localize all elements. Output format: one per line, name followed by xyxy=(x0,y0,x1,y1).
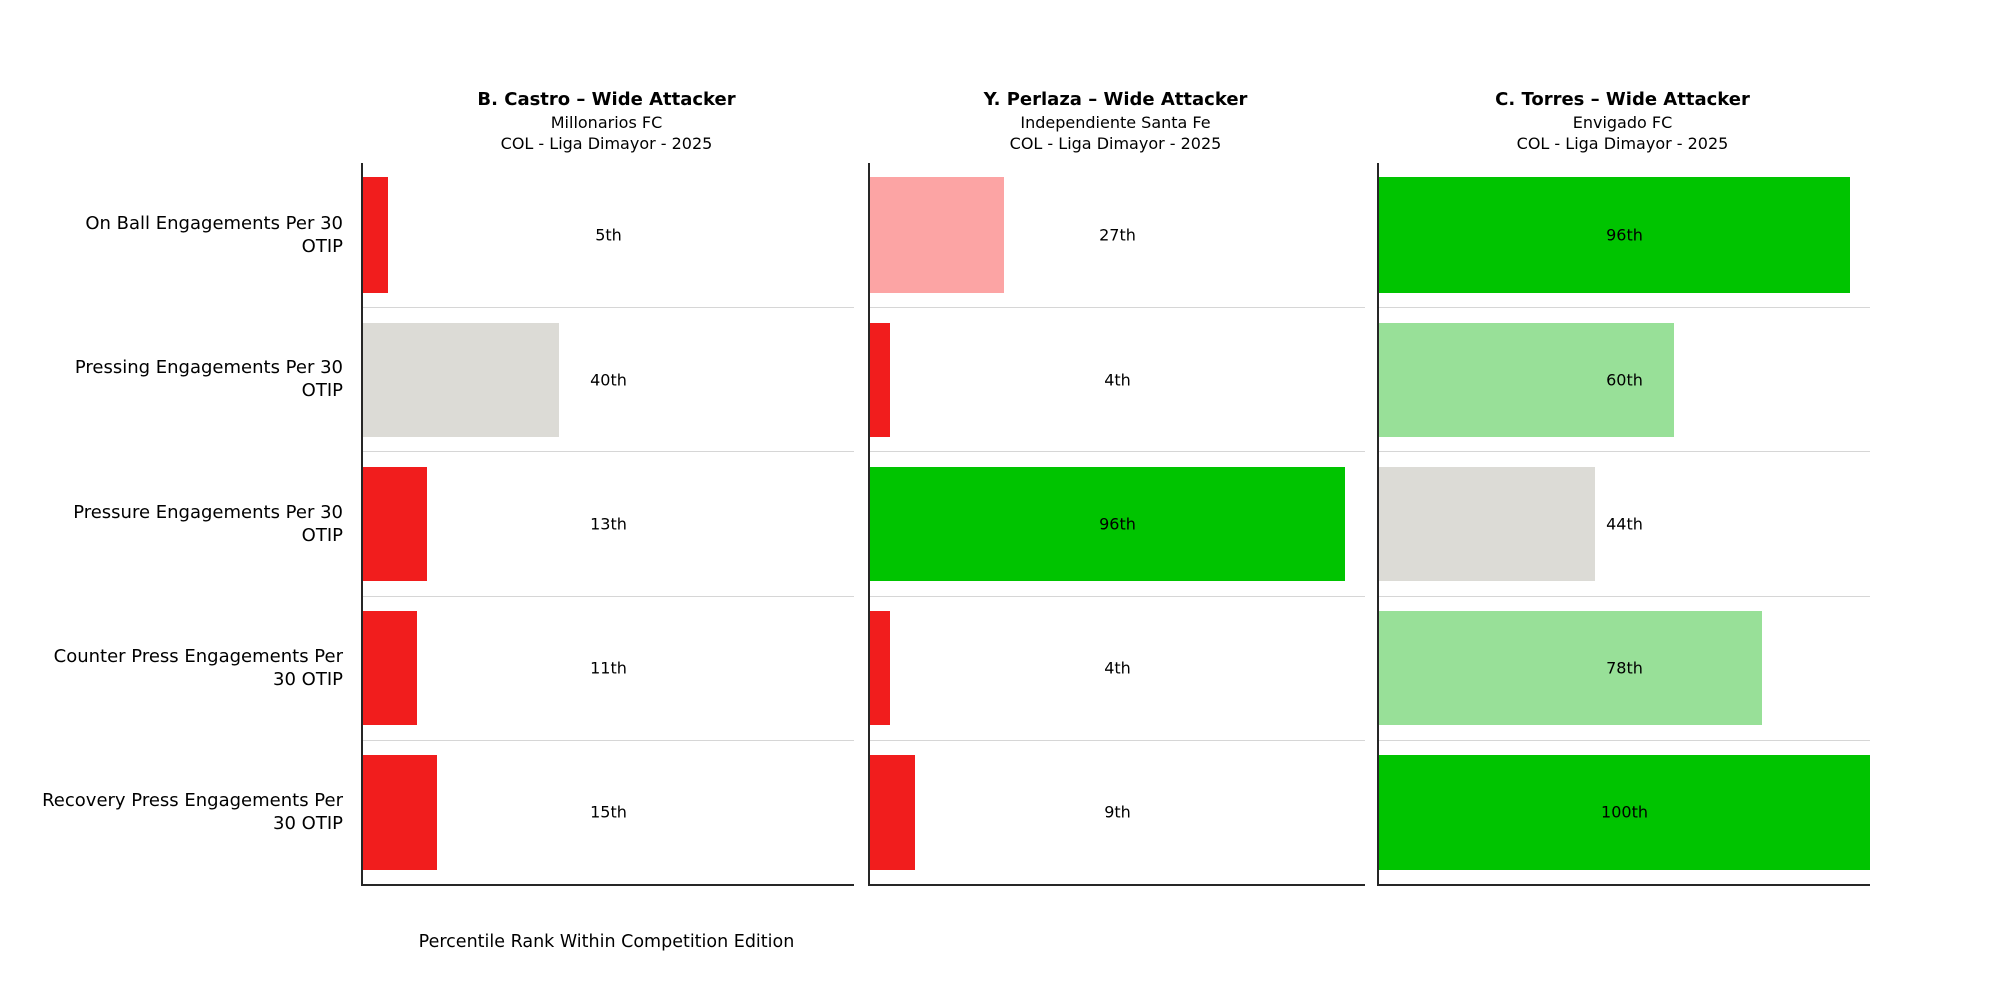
percentile-bar xyxy=(870,755,915,870)
percentile-value-label: 40th xyxy=(590,370,627,390)
bar-row: 11th xyxy=(363,595,854,740)
percentile-bar xyxy=(1379,466,1596,582)
bar-row: 4th xyxy=(870,307,1365,451)
bar-row: 13th xyxy=(363,451,854,595)
percentile-bar xyxy=(363,466,427,582)
percentile-bar xyxy=(870,322,890,438)
player-name-title: C. Torres – Wide Attacker xyxy=(1495,89,1750,110)
percentile-value-label: 5th xyxy=(595,225,622,245)
competition-subtitle: COL - Liga Dimayor - 2025 xyxy=(500,134,713,153)
percentile-value-label: 4th xyxy=(1104,370,1131,390)
percentile-bar xyxy=(363,755,437,870)
panel-title-block: C. Torres – Wide Attacker Envigado FC CO… xyxy=(1377,88,1868,154)
percentile-bar xyxy=(1379,610,1762,726)
player-name-title: B. Castro – Wide Attacker xyxy=(477,89,736,110)
percentile-value-label: 44th xyxy=(1606,514,1643,534)
percentile-bar xyxy=(1379,177,1851,293)
percentile-value-label: 9th xyxy=(1104,802,1131,822)
panel-title-block: Y. Perlaza – Wide Attacker Independiente… xyxy=(868,88,1363,154)
panel-castro: 5th 40th 13th 11th 15th xyxy=(361,163,854,886)
metric-labels-column: On Ball Engagements Per 30 OTIP Pressing… xyxy=(0,163,352,884)
percentile-bar xyxy=(363,177,388,293)
bar-row: 4th xyxy=(870,595,1365,740)
bar-row: 96th xyxy=(1379,163,1870,307)
bar-row: 78th xyxy=(1379,595,1870,740)
bar-row: 44th xyxy=(1379,451,1870,595)
percentile-value-label: 27th xyxy=(1099,225,1136,245)
percentile-value-label: 4th xyxy=(1104,658,1131,678)
percentile-value-label: 100th xyxy=(1601,802,1648,822)
metric-label: Pressure Engagements Per 30 OTIP xyxy=(73,501,343,546)
percentile-bar xyxy=(363,322,560,438)
bar-row: 9th xyxy=(870,739,1365,884)
bar-row: 40th xyxy=(363,307,854,451)
percentile-value-label: 78th xyxy=(1606,658,1643,678)
competition-subtitle: COL - Liga Dimayor - 2025 xyxy=(1009,134,1222,153)
panel-title-block: B. Castro – Wide Attacker Millonarios FC… xyxy=(361,88,852,154)
percentile-bar xyxy=(870,177,1004,293)
percentile-value-label: 15th xyxy=(590,802,627,822)
percentile-value-label: 13th xyxy=(590,514,627,534)
team-subtitle: Independiente Santa Fe xyxy=(1020,113,1211,132)
team-subtitle: Millonarios FC xyxy=(550,113,663,132)
metric-label: Recovery Press Engagements Per 30 OTIP xyxy=(42,789,343,834)
bar-row: 60th xyxy=(1379,307,1870,451)
bar-row: 15th xyxy=(363,739,854,884)
percentile-bar xyxy=(870,466,1346,582)
percentile-value-label: 60th xyxy=(1606,370,1643,390)
percentile-value-label: 11th xyxy=(590,658,627,678)
player-name-title: Y. Perlaza – Wide Attacker xyxy=(983,89,1248,110)
metric-label: Counter Press Engagements Per 30 OTIP xyxy=(53,645,343,690)
percentile-value-label: 96th xyxy=(1606,225,1643,245)
panel-perlaza: 27th 4th 96th 4th 9th xyxy=(868,163,1365,886)
metric-label: On Ball Engagements Per 30 OTIP xyxy=(85,213,343,258)
competition-subtitle: COL - Liga Dimayor - 2025 xyxy=(1516,134,1729,153)
bar-row: 96th xyxy=(870,451,1365,595)
x-axis-label: Percentile Rank Within Competition Editi… xyxy=(418,932,795,952)
bar-row: 100th xyxy=(1379,739,1870,884)
percentile-bar xyxy=(1379,322,1674,438)
percentile-bar xyxy=(1379,755,1870,870)
bar-row: 27th xyxy=(870,163,1365,307)
panel-torres: 96th 60th 44th 78th 100th xyxy=(1377,163,1870,886)
team-subtitle: Envigado FC xyxy=(1572,113,1673,132)
bar-row: 5th xyxy=(363,163,854,307)
metric-label: Pressing Engagements Per 30 OTIP xyxy=(74,357,343,402)
percentile-value-label: 96th xyxy=(1099,514,1136,534)
percentile-bar xyxy=(363,610,417,726)
percentile-bar xyxy=(870,610,890,726)
